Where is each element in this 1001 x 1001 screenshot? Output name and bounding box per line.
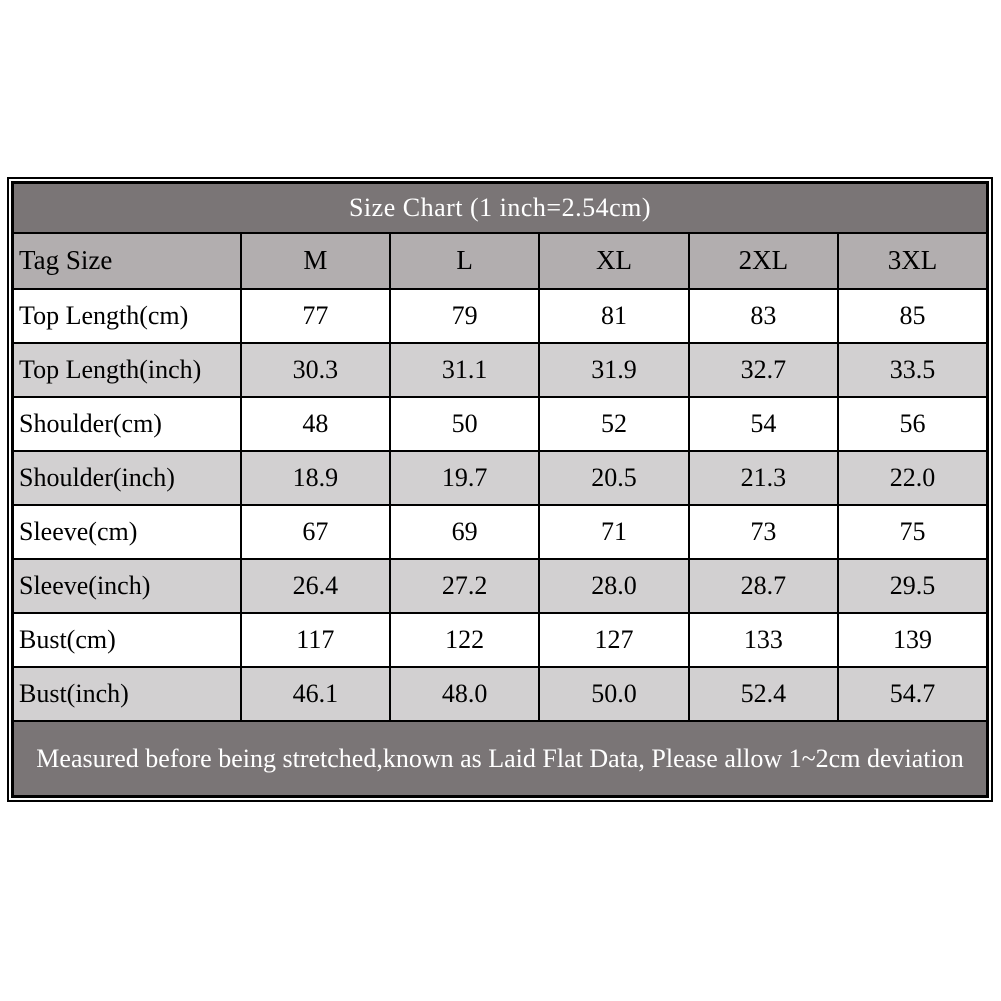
value-cell: 19.7: [388, 449, 541, 506]
size-column-header: 3XL: [837, 231, 989, 290]
value-cell: 85: [837, 287, 989, 344]
value-cell: 54: [687, 395, 840, 452]
value-cell: 28.7: [687, 557, 840, 614]
row-label-cell: Bust(cm): [11, 611, 242, 668]
value-cell: 75: [837, 503, 989, 560]
value-cell: 18.9: [239, 449, 392, 506]
value-cell: 52: [538, 395, 690, 452]
size-chart: Size Chart (1 inch=2.54cm) Tag Size M L XL 2…: [11, 181, 989, 798]
chart-title: Size Chart (1 inch=2.54cm): [11, 181, 989, 234]
size-column-header: L: [388, 231, 541, 290]
value-cell: 48.0: [388, 665, 541, 722]
value-cell: 32.7: [687, 341, 840, 398]
size-column-header: 2XL: [687, 231, 840, 290]
value-cell: 54.7: [837, 665, 989, 722]
value-cell: 117: [239, 611, 392, 668]
column-header-row: Tag Size M L XL 2XL 3XL: [11, 231, 989, 290]
value-cell: 27.2: [388, 557, 541, 614]
table-row: Sleeve(inch) 26.4 27.2 28.0 28.7 29.5: [11, 557, 989, 614]
value-cell: 48: [239, 395, 392, 452]
row-label-cell: Shoulder(cm): [11, 395, 242, 452]
value-cell: 79: [388, 287, 541, 344]
size-chart-table: Size Chart (1 inch=2.54cm) Tag Size M L XL 2…: [7, 177, 993, 802]
row-label-cell: Shoulder(inch): [11, 449, 242, 506]
table-row: Top Length(cm) 77 79 81 83 85: [11, 287, 989, 344]
value-cell: 71: [538, 503, 690, 560]
title-row: Size Chart (1 inch=2.54cm): [11, 181, 989, 234]
value-cell: 69: [388, 503, 541, 560]
value-cell: 22.0: [837, 449, 989, 506]
table-row: Bust(inch) 46.1 48.0 50.0 52.4 54.7: [11, 665, 989, 722]
table-row: Bust(cm) 117 122 127 133 139: [11, 611, 989, 668]
value-cell: 33.5: [837, 341, 989, 398]
tag-size-header-cell: Tag Size: [11, 231, 242, 290]
row-label-cell: Top Length(inch): [11, 341, 242, 398]
table-row: Top Length(inch) 30.3 31.1 31.9 32.7 33.5: [11, 341, 989, 398]
value-cell: 46.1: [239, 665, 392, 722]
row-label-cell: Bust(inch): [11, 665, 242, 722]
value-cell: 139: [837, 611, 989, 668]
value-cell: 28.0: [538, 557, 690, 614]
value-cell: 56: [837, 395, 989, 452]
value-cell: 50.0: [538, 665, 690, 722]
value-cell: 29.5: [837, 557, 989, 614]
chart-footnote: Measured before being stretched,known as…: [11, 719, 989, 798]
value-cell: 133: [687, 611, 840, 668]
value-cell: 30.3: [239, 341, 392, 398]
value-cell: 31.1: [388, 341, 541, 398]
value-cell: 52.4: [687, 665, 840, 722]
size-chart-body: Top Length(cm) 77 79 81 83 85 Top Length(inch)…: [11, 287, 989, 722]
value-cell: 77: [239, 287, 392, 344]
value-cell: 83: [687, 287, 840, 344]
value-cell: 50: [388, 395, 541, 452]
row-label-cell: Top Length(cm): [11, 287, 242, 344]
table-row: Sleeve(cm) 67 69 71 73 75: [11, 503, 989, 560]
row-label-cell: Sleeve(inch): [11, 557, 242, 614]
value-cell: 122: [388, 611, 541, 668]
value-cell: 21.3: [687, 449, 840, 506]
value-cell: 20.5: [538, 449, 690, 506]
value-cell: 26.4: [239, 557, 392, 614]
value-cell: 67: [239, 503, 392, 560]
value-cell: 31.9: [538, 341, 690, 398]
size-column-header: XL: [538, 231, 690, 290]
value-cell: 73: [687, 503, 840, 560]
value-cell: 127: [538, 611, 690, 668]
size-column-header: M: [239, 231, 392, 290]
table-row: Shoulder(inch) 18.9 19.7 20.5 21.3 22.0: [11, 449, 989, 506]
table-row: Shoulder(cm) 48 50 52 54 56: [11, 395, 989, 452]
footer-row: Measured before being stretched,known as…: [11, 719, 989, 798]
row-label-cell: Sleeve(cm): [11, 503, 242, 560]
value-cell: 81: [538, 287, 690, 344]
